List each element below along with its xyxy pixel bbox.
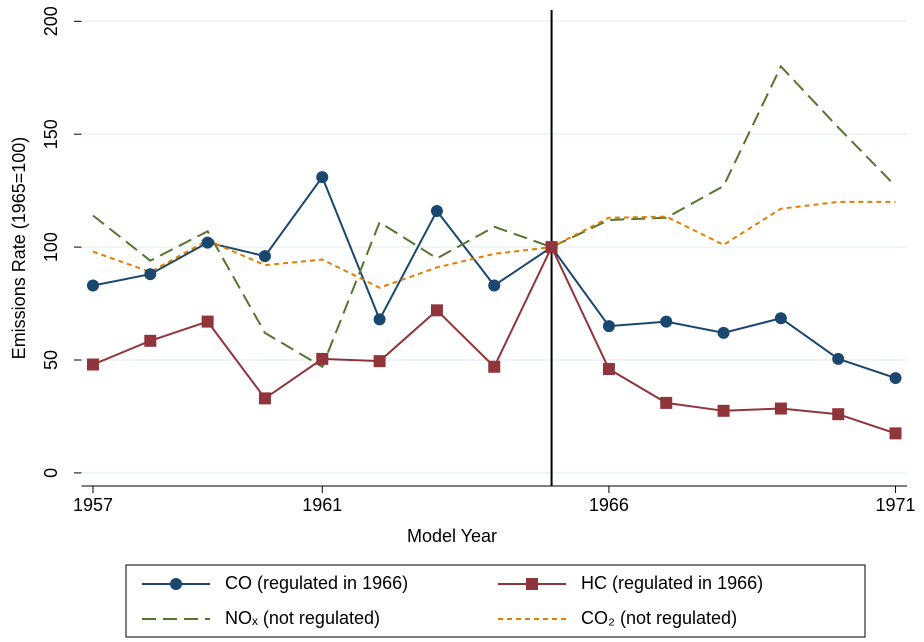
point-marker [660,315,673,328]
point-marker [488,279,501,292]
point-marker [86,358,99,371]
y-tick-label: 200 [41,6,61,36]
x-tick-label: 1971 [876,495,916,515]
point-marker [717,326,730,339]
point-marker [144,268,157,281]
point-marker [430,204,443,217]
legend-label: HC (regulated in 1966) [581,573,763,593]
point-marker [602,363,615,376]
y-axis-title: Emissions Rate (1965=100) [9,137,29,360]
point-marker [258,250,271,263]
point-marker [86,279,99,292]
y-tick-label: 150 [41,119,61,149]
y-tick-label: 0 [41,468,61,478]
x-axis-title: Model Year [407,526,497,546]
point-marker [660,396,673,409]
point-marker [201,236,214,249]
legend-label: CO (regulated in 1966) [225,573,408,593]
point-marker [488,360,501,373]
point-marker [545,241,558,254]
y-tick-label: 50 [41,350,61,370]
point-marker [373,313,386,326]
x-tick-label: 1957 [73,495,113,515]
point-marker [373,355,386,368]
y-tick-label: 100 [41,232,61,262]
series-line [92,64,897,369]
point-marker [316,352,329,365]
series-line [92,200,896,289]
point-marker [144,334,157,347]
x-tick-label: 1961 [302,495,342,515]
point-marker [889,372,902,385]
point-marker [201,315,214,328]
legend-label: CO₂ (not regulated) [581,608,737,628]
point-marker [717,404,730,417]
point-marker [430,304,443,317]
legend-label: NOₓ (not regulated) [225,608,380,628]
legend-box [125,564,866,638]
point-marker [889,427,902,440]
point-marker [832,352,845,365]
legend-marker [170,578,182,590]
point-marker [316,171,329,184]
x-tick-label: 1966 [589,495,629,515]
point-marker [774,312,787,325]
point-marker [258,392,271,405]
point-marker [774,402,787,415]
legend-marker [526,578,538,590]
point-marker [602,320,615,333]
point-marker [832,408,845,421]
